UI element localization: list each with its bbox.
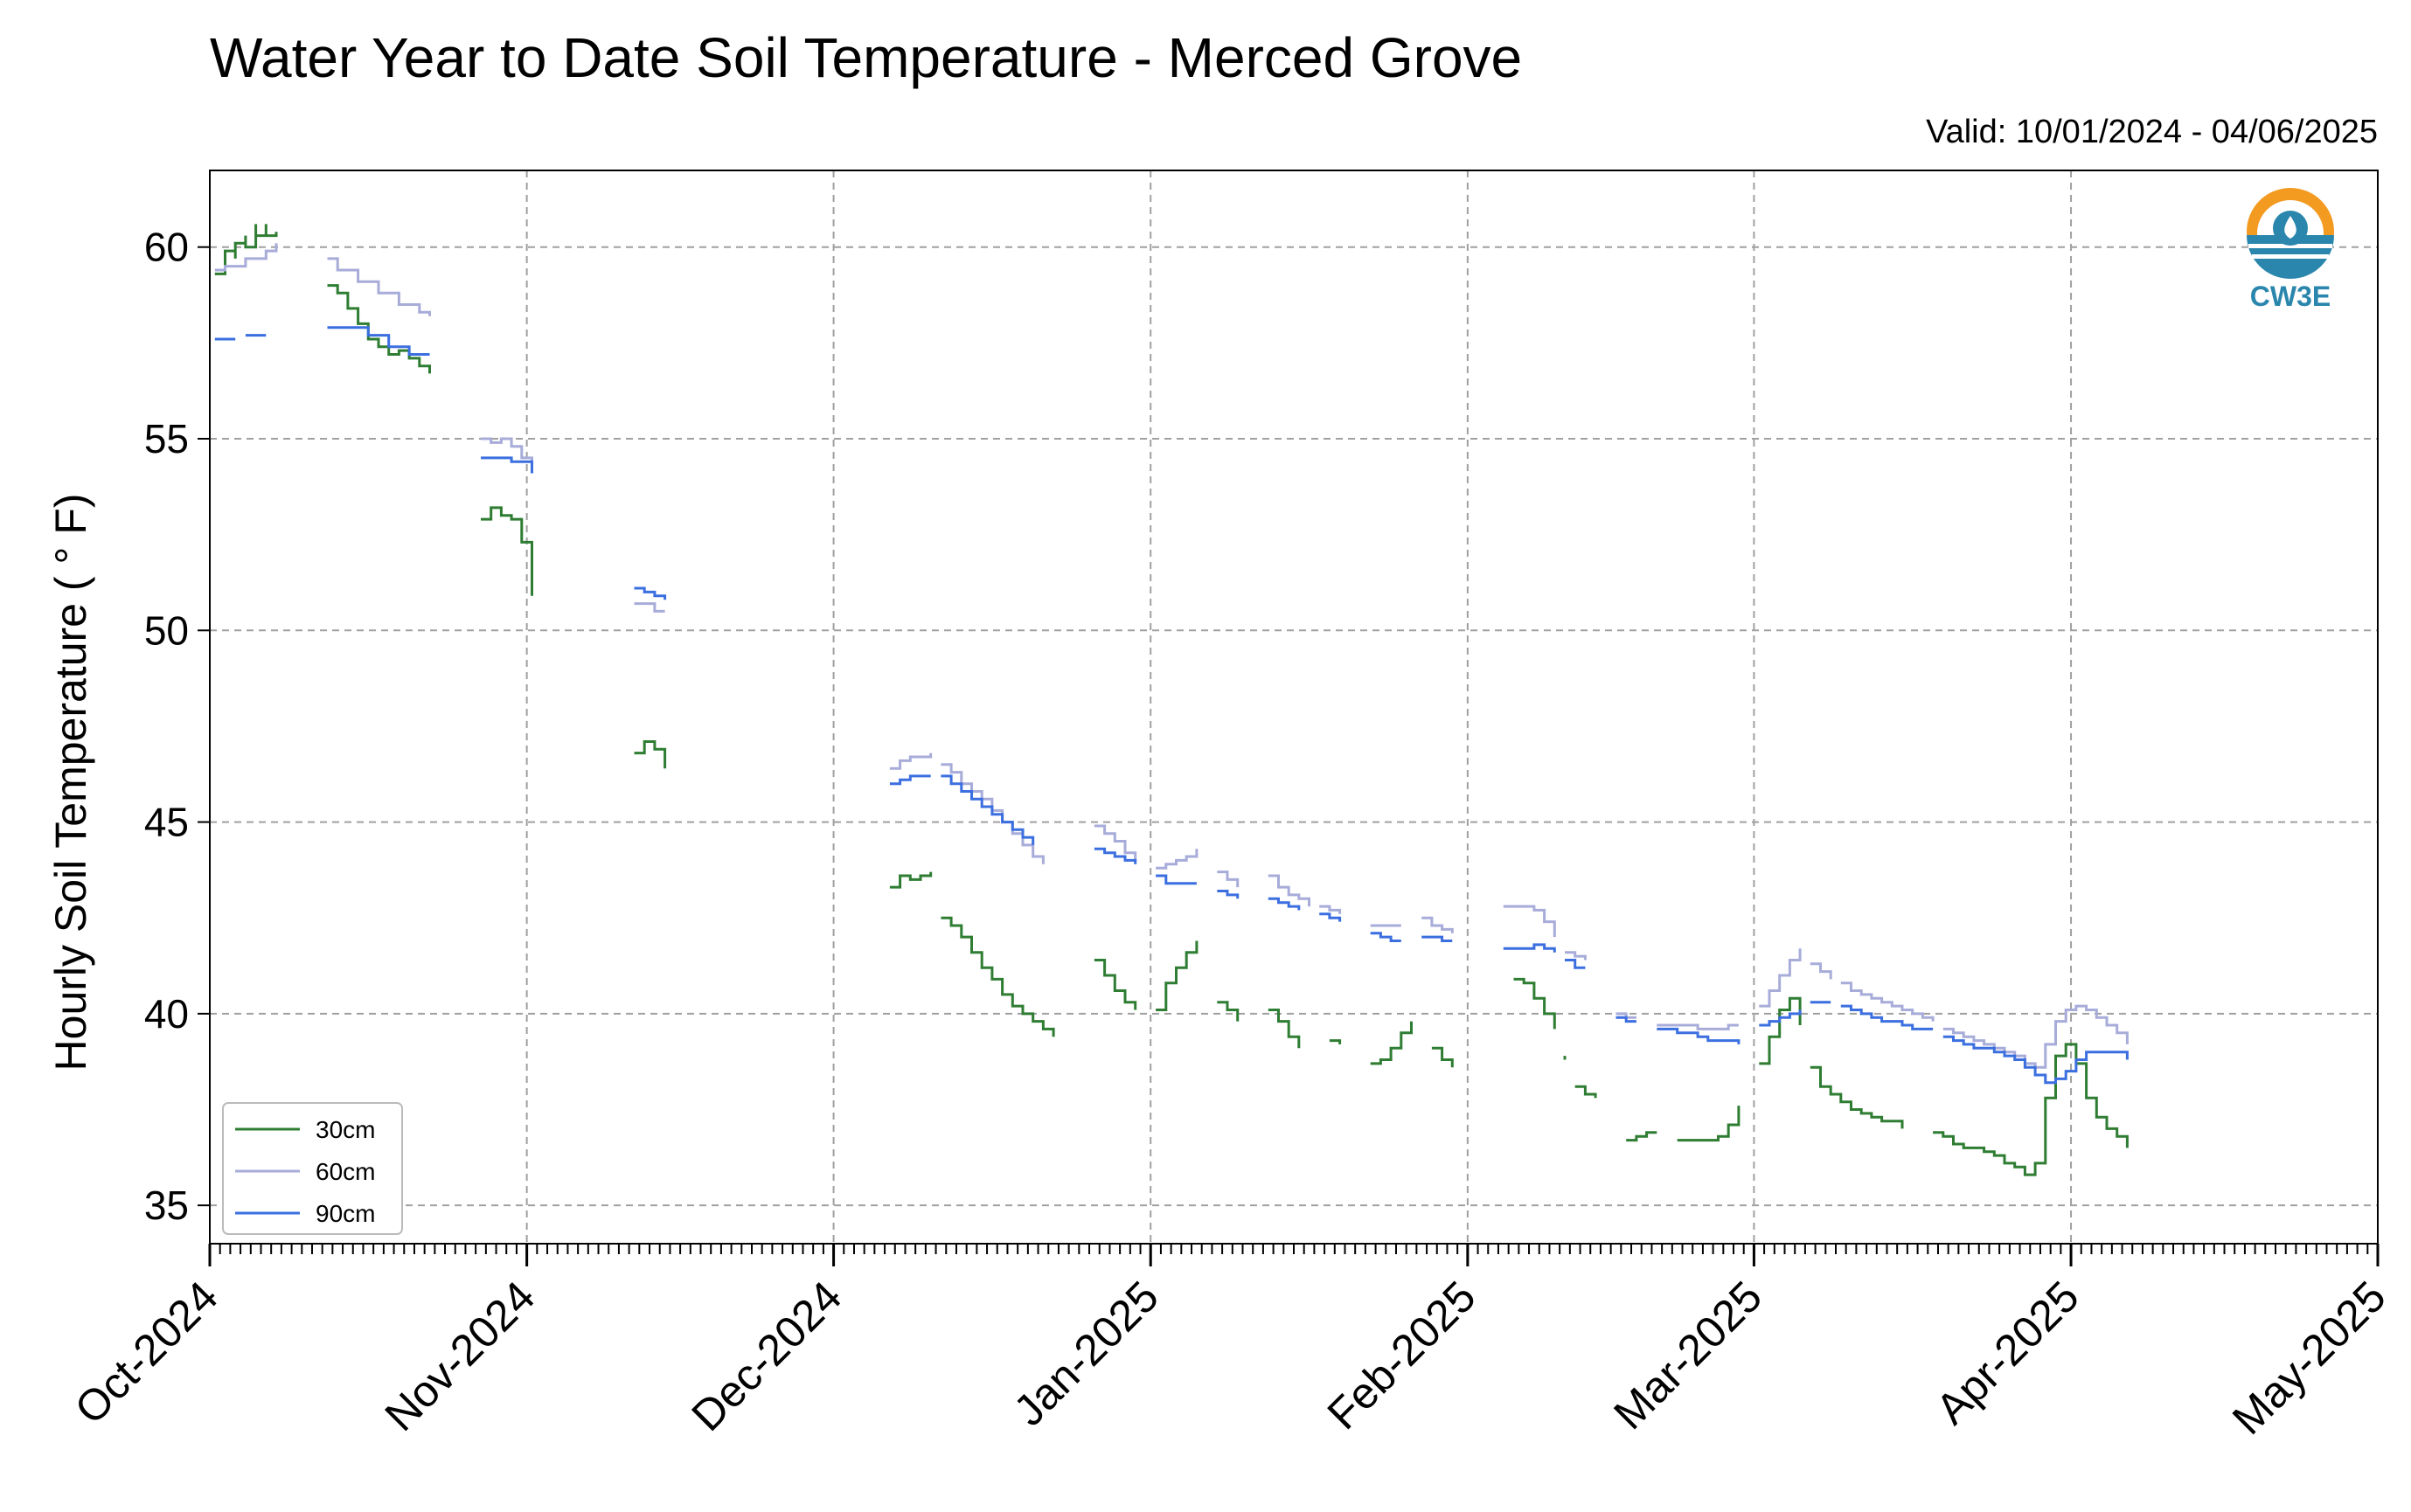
series-line-90cm bbox=[1421, 935, 1453, 942]
cw3e-logo: CW3E bbox=[2247, 188, 2334, 312]
series-line-60cm bbox=[1759, 948, 1802, 1008]
series-line-60cm bbox=[1156, 849, 1199, 870]
x-tick-label: Dec-2024 bbox=[682, 1272, 851, 1440]
series-line-60cm bbox=[1810, 962, 1832, 980]
series-line-90cm bbox=[1319, 912, 1342, 922]
y-axis-label: Hourly Soil Temperature ( ° F) bbox=[46, 494, 95, 1072]
series-line-30cm bbox=[1574, 1085, 1597, 1099]
series-line-30cm bbox=[941, 916, 1055, 1037]
series-line-30cm bbox=[1094, 959, 1137, 1010]
series-line-60cm bbox=[634, 602, 665, 613]
grid-lines bbox=[210, 170, 2378, 1244]
x-tick-label: Jan-2025 bbox=[1004, 1272, 1168, 1435]
y-tick-label: 55 bbox=[144, 416, 189, 461]
series-line-30cm bbox=[1156, 940, 1199, 1011]
series-line-90cm bbox=[941, 774, 1035, 845]
series-line-30cm bbox=[1677, 1106, 1741, 1142]
series-line-60cm bbox=[1319, 905, 1342, 914]
legend: 30cm 60cm 90cm bbox=[222, 1102, 403, 1235]
series-line-30cm bbox=[889, 871, 933, 889]
series-line-90cm bbox=[1503, 943, 1556, 953]
series-line-30cm bbox=[214, 224, 278, 275]
series-line-90cm bbox=[1156, 874, 1197, 885]
legend-label-30cm: 30cm bbox=[316, 1116, 375, 1143]
series-line-60cm bbox=[1615, 1012, 1636, 1019]
series-line-90cm bbox=[1657, 1027, 1741, 1044]
y-tick-label: 35 bbox=[144, 1183, 189, 1228]
series-line-60cm bbox=[1268, 874, 1310, 907]
series-line-90cm bbox=[889, 774, 931, 786]
series-line-60cm bbox=[889, 753, 933, 770]
series-line-90cm bbox=[1370, 932, 1401, 942]
series-line-60cm bbox=[481, 437, 533, 466]
series-line-90cm bbox=[1759, 1009, 1802, 1027]
series-line-60cm bbox=[1094, 824, 1137, 861]
chart-subtitle: Valid: 10/01/2024 - 04/06/2025 bbox=[1926, 114, 2378, 150]
series-line-60cm bbox=[1503, 905, 1556, 938]
x-tick-label: May-2025 bbox=[2223, 1272, 2395, 1444]
legend-box bbox=[222, 1102, 403, 1235]
series-line-30cm bbox=[327, 284, 431, 374]
chart-title: Water Year to Date Soil Temperature - Me… bbox=[210, 26, 1522, 89]
series-lines bbox=[214, 224, 2129, 1176]
legend-label-90cm: 90cm bbox=[316, 1200, 375, 1227]
axes: 35 40 45 50 55 60 Oct-2024 Nov-2024 Dec-2024 Jan-… bbox=[66, 225, 2395, 1444]
series-line-60cm bbox=[1840, 981, 1935, 1022]
legend-label-60cm: 60cm bbox=[316, 1158, 375, 1185]
series-line-30cm bbox=[634, 740, 667, 769]
x-tick-label: Mar-2025 bbox=[1604, 1272, 1771, 1439]
series-line-90cm bbox=[1615, 1016, 1636, 1023]
series-line-30cm bbox=[1370, 1021, 1413, 1065]
series-line-30cm bbox=[1759, 996, 1802, 1065]
series-line-30cm bbox=[1810, 1065, 1904, 1129]
cw3e-logo-text: CW3E bbox=[2250, 281, 2331, 312]
x-tick-label: Nov-2024 bbox=[376, 1272, 545, 1440]
series-line-90cm bbox=[1217, 890, 1240, 899]
series-line-30cm bbox=[1626, 1131, 1657, 1142]
series-line-30cm bbox=[1431, 1046, 1454, 1068]
series-line-30cm bbox=[1513, 977, 1556, 1030]
series-line-90cm bbox=[634, 586, 667, 600]
series-line-30cm bbox=[1329, 1039, 1342, 1044]
series-line-30cm bbox=[1268, 1009, 1301, 1049]
series-line-60cm bbox=[1657, 1023, 1739, 1030]
series-line-60cm bbox=[1217, 870, 1240, 888]
y-tick-label: 50 bbox=[144, 607, 189, 653]
y-tick-label: 60 bbox=[144, 225, 189, 270]
x-tick-label: Feb-2025 bbox=[1318, 1272, 1485, 1439]
series-line-90cm bbox=[1268, 897, 1301, 911]
series-line-30cm bbox=[1217, 1001, 1240, 1022]
series-line-90cm bbox=[1840, 1004, 1934, 1030]
x-tick-label: Oct-2024 bbox=[66, 1272, 227, 1433]
series-line-30cm bbox=[481, 506, 533, 596]
series-line-90cm bbox=[327, 326, 430, 356]
series-line-60cm bbox=[327, 257, 431, 316]
series-line-60cm bbox=[214, 243, 278, 272]
series-line-90cm bbox=[1565, 959, 1586, 969]
series-line-90cm bbox=[481, 456, 533, 474]
x-tick-label: Apr-2025 bbox=[1927, 1272, 2088, 1433]
series-line-60cm bbox=[1421, 916, 1454, 933]
series-line-60cm bbox=[1942, 1004, 2129, 1069]
series-line-90cm bbox=[1094, 847, 1137, 864]
series-line-90cm bbox=[1942, 1035, 2129, 1085]
y-tick-label: 45 bbox=[144, 800, 189, 845]
y-tick-label: 40 bbox=[144, 991, 189, 1037]
series-line-60cm bbox=[1565, 951, 1587, 961]
series-line-30cm bbox=[1933, 1043, 2129, 1176]
